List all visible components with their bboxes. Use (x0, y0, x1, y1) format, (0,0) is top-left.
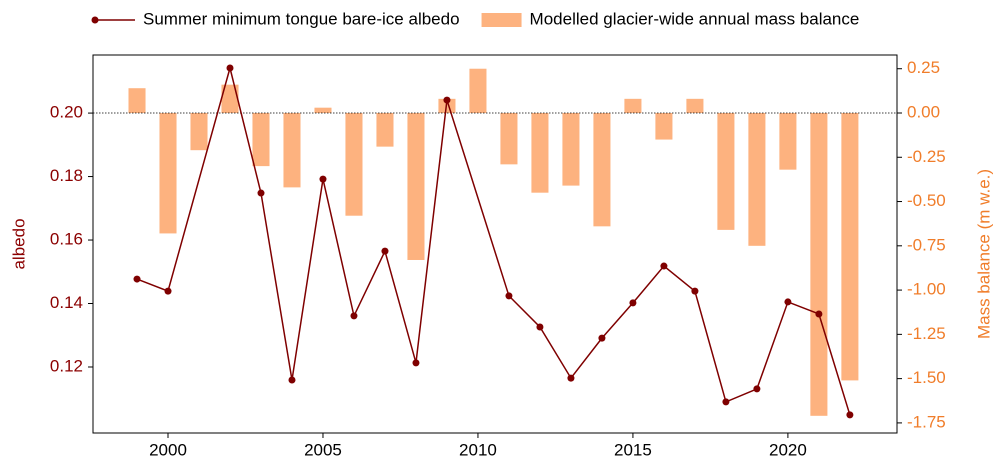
y2-tick-label: 0.00 (907, 102, 940, 121)
y2-tick-label: -1.25 (907, 324, 946, 343)
y2-tick-label: -1.00 (907, 280, 946, 299)
legend-label: Summer minimum tongue bare-ice albedo (143, 9, 460, 28)
plot-frame (92, 54, 898, 434)
bar (531, 112, 549, 193)
bar (128, 88, 146, 113)
y2-axis-label: Mass balance (m w.e.) (974, 169, 993, 339)
legend-label: Modelled glacier-wide annual mass balanc… (530, 9, 860, 28)
y2-tick-label: -0.75 (907, 235, 946, 254)
bar (717, 112, 735, 230)
bar (159, 112, 177, 234)
bar (748, 112, 766, 246)
line-marker (381, 247, 389, 255)
x-tick-label: 2000 (149, 440, 187, 459)
y2-tick-label: -0.25 (907, 147, 946, 166)
y-tick-label: 0.14 (50, 293, 83, 312)
line-marker (784, 298, 792, 306)
line-marker (629, 299, 637, 307)
bar (593, 112, 611, 227)
y2-tick-label: -1.75 (907, 412, 946, 431)
line-marker (319, 175, 327, 183)
bar (562, 112, 580, 186)
bar (345, 112, 363, 216)
line-marker (226, 64, 234, 72)
line-marker (598, 334, 606, 342)
line-marker (350, 312, 358, 320)
y2-tick-label: -1.50 (907, 368, 946, 387)
line-marker (660, 262, 668, 270)
bar (686, 98, 704, 113)
line-marker (412, 359, 420, 367)
y2-tick-label: -0.50 (907, 191, 946, 210)
line-marker (846, 411, 854, 419)
line-marker (443, 96, 451, 104)
line-marker (567, 374, 575, 382)
line-marker (164, 287, 172, 295)
bar (407, 112, 425, 260)
bar (314, 107, 332, 113)
bar (655, 112, 673, 140)
y-tick-label: 0.20 (50, 103, 83, 122)
bar (283, 112, 301, 188)
bar (376, 112, 394, 147)
y-axis-label: albedo (9, 218, 28, 269)
y-tick-label: 0.12 (50, 356, 83, 375)
line-marker (722, 398, 730, 406)
line-marker (257, 189, 265, 197)
bar (779, 112, 797, 170)
line-marker (288, 376, 296, 384)
bar (841, 112, 859, 381)
line-marker (691, 287, 699, 295)
legend-swatch (481, 13, 522, 27)
bar (500, 112, 518, 165)
x-tick-label: 2015 (614, 440, 652, 459)
line-marker (815, 310, 823, 318)
line-marker (133, 275, 141, 283)
line (136, 65, 851, 416)
legend-marker (91, 16, 99, 24)
y-tick-label: 0.18 (50, 166, 83, 185)
x-tick-label: 2020 (769, 440, 807, 459)
line-marker (753, 385, 761, 393)
bar (810, 112, 828, 416)
x-tick-label: 2005 (304, 440, 342, 459)
bar (469, 68, 487, 113)
line-marker (536, 323, 544, 331)
bar (252, 112, 270, 167)
bar (221, 84, 239, 113)
line-marker (505, 292, 513, 300)
bar (190, 112, 208, 151)
y2-tick-label: 0.25 (907, 58, 940, 77)
x-tick-label: 2010 (459, 440, 497, 459)
y-tick-label: 0.16 (50, 230, 83, 249)
bar (624, 98, 642, 113)
